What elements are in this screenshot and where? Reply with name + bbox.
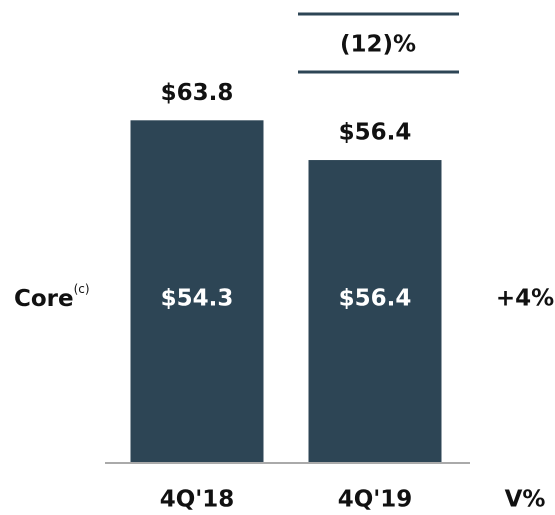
bar <box>130 120 264 463</box>
x-tick-label: 4Q'19 <box>338 487 413 513</box>
core-superscript: (c) <box>74 282 90 296</box>
core-change: +4% <box>496 286 554 312</box>
change-header: V% <box>505 487 546 513</box>
core-label: Core(c) <box>14 282 90 312</box>
x-tick-label: 4Q'18 <box>160 487 235 513</box>
core-value-label: $54.3 <box>161 286 234 312</box>
core-text: Core <box>14 286 74 312</box>
core-value-label: $56.4 <box>339 286 412 312</box>
value-label: $63.8 <box>161 80 234 106</box>
bar <box>308 160 442 463</box>
total-change: (12)% <box>340 32 416 58</box>
value-label: $56.4 <box>339 120 412 146</box>
